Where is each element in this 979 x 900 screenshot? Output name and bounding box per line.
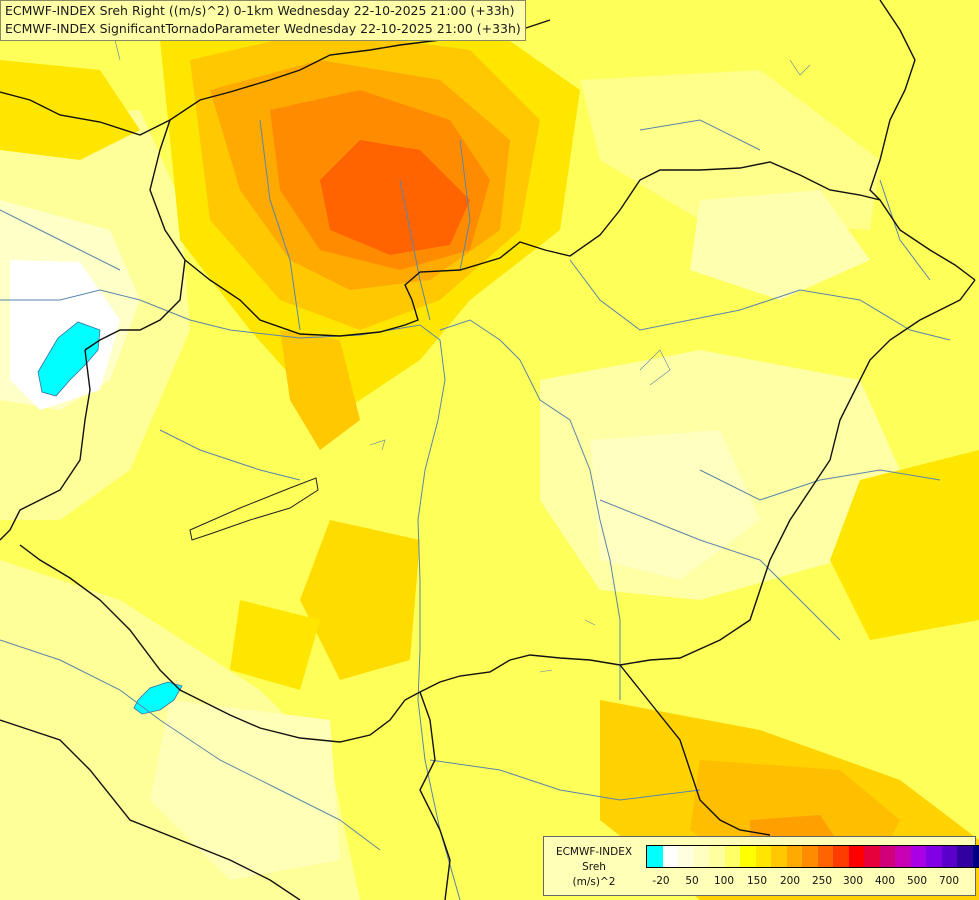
- legend-tick-label: 500: [906, 875, 928, 887]
- legend-swatch: [662, 846, 678, 867]
- legend-tick-label: 150: [746, 875, 768, 887]
- legend-tick-label: -20: [652, 875, 670, 887]
- legend-swatch: [647, 846, 663, 867]
- legend-swatch: [879, 846, 895, 867]
- legend-tick-label: 50: [685, 875, 699, 887]
- rivers: [0, 119, 951, 900]
- legend-tick-label: 700: [938, 875, 960, 887]
- title-stp: ECMWF-INDEX SignificantTornadoParameter …: [5, 21, 521, 36]
- legend-swatch: [864, 846, 880, 867]
- legend-swatch: [740, 846, 756, 867]
- legend-swatch: [802, 846, 818, 867]
- lakes: [37, 321, 319, 715]
- sreh-field-warm: [0, 10, 979, 900]
- legend-caption: ECMWF-INDEX Sreh (m/s)^2: [548, 845, 640, 890]
- legend-model: ECMWF-INDEX: [555, 846, 633, 858]
- legend-swatch: [941, 846, 957, 867]
- sreh-field-pale: [0, 70, 900, 900]
- legend-swatch: [771, 846, 787, 867]
- legend-parameter: Sreh: [582, 861, 606, 873]
- legend-tick-label: 100: [713, 875, 735, 887]
- legend-tick-labels: -20 50 100 150 200 250 300 400 500 700: [544, 875, 977, 891]
- lake-balaton-outline: [189, 477, 319, 541]
- legend-swatch: [848, 846, 864, 867]
- legend-swatch: [895, 846, 911, 867]
- legend-unit: (m/s)^2: [572, 876, 616, 888]
- legend-swatch: [972, 846, 979, 867]
- legend-swatch: [833, 846, 849, 867]
- legend-tick-label: 250: [811, 875, 833, 887]
- map-title-box: ECMWF-INDEX Sreh Right ((m/s)^2) 0-1km W…: [0, 0, 526, 41]
- color-legend: ECMWF-INDEX Sreh (m/s)^2 -20 50 100 150 200 2…: [543, 836, 979, 896]
- legend-swatch: [678, 846, 694, 867]
- legend-tick-label: 200: [779, 875, 801, 887]
- legend-swatch: [693, 846, 709, 867]
- legend-swatch: [724, 846, 740, 867]
- legend-swatch: [910, 846, 926, 867]
- legend-color-scale: [646, 845, 979, 868]
- lake-south-west: [133, 681, 183, 715]
- legend-swatch: [817, 846, 833, 867]
- legend-swatch: [786, 846, 802, 867]
- legend-swatch: [755, 846, 771, 867]
- lake-neusiedl: [37, 321, 101, 397]
- legend-tick-label: 400: [874, 875, 896, 887]
- title-sreh: ECMWF-INDEX Sreh Right ((m/s)^2) 0-1km W…: [5, 3, 515, 18]
- legend-tick-label: 300: [842, 875, 864, 887]
- legend-swatch: [709, 846, 725, 867]
- legend-swatch: [926, 846, 942, 867]
- legend-swatch: [957, 846, 973, 867]
